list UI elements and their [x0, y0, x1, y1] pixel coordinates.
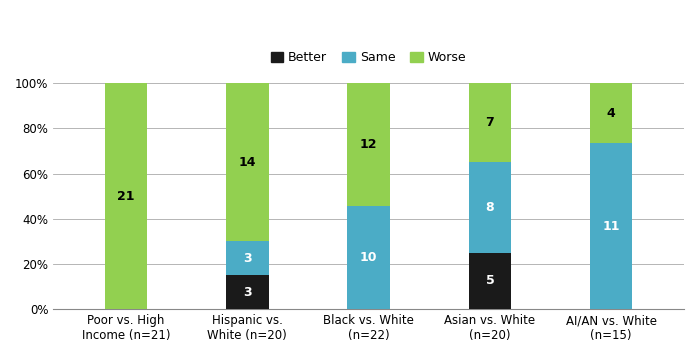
Text: 5: 5	[486, 275, 494, 287]
Text: 7: 7	[486, 116, 494, 129]
Text: 21: 21	[117, 190, 135, 203]
Text: 4: 4	[607, 107, 616, 120]
Bar	[226, 83, 268, 241]
Bar	[347, 83, 390, 206]
Text: 10: 10	[360, 251, 377, 264]
Bar	[469, 162, 511, 253]
Legend: Better, Same, Worse: Better, Same, Worse	[268, 49, 469, 67]
Bar	[347, 206, 390, 309]
Text: 11: 11	[603, 220, 620, 233]
Bar	[590, 144, 633, 309]
Bar	[469, 83, 511, 162]
Text: 3: 3	[243, 252, 252, 265]
Bar	[590, 83, 633, 144]
Bar	[226, 241, 268, 275]
Text: 3: 3	[243, 286, 252, 299]
Text: 14: 14	[238, 156, 256, 169]
Bar	[469, 253, 511, 309]
Text: 8: 8	[486, 201, 494, 214]
Text: 12: 12	[360, 138, 377, 151]
Bar	[105, 83, 147, 309]
Bar	[226, 275, 268, 309]
